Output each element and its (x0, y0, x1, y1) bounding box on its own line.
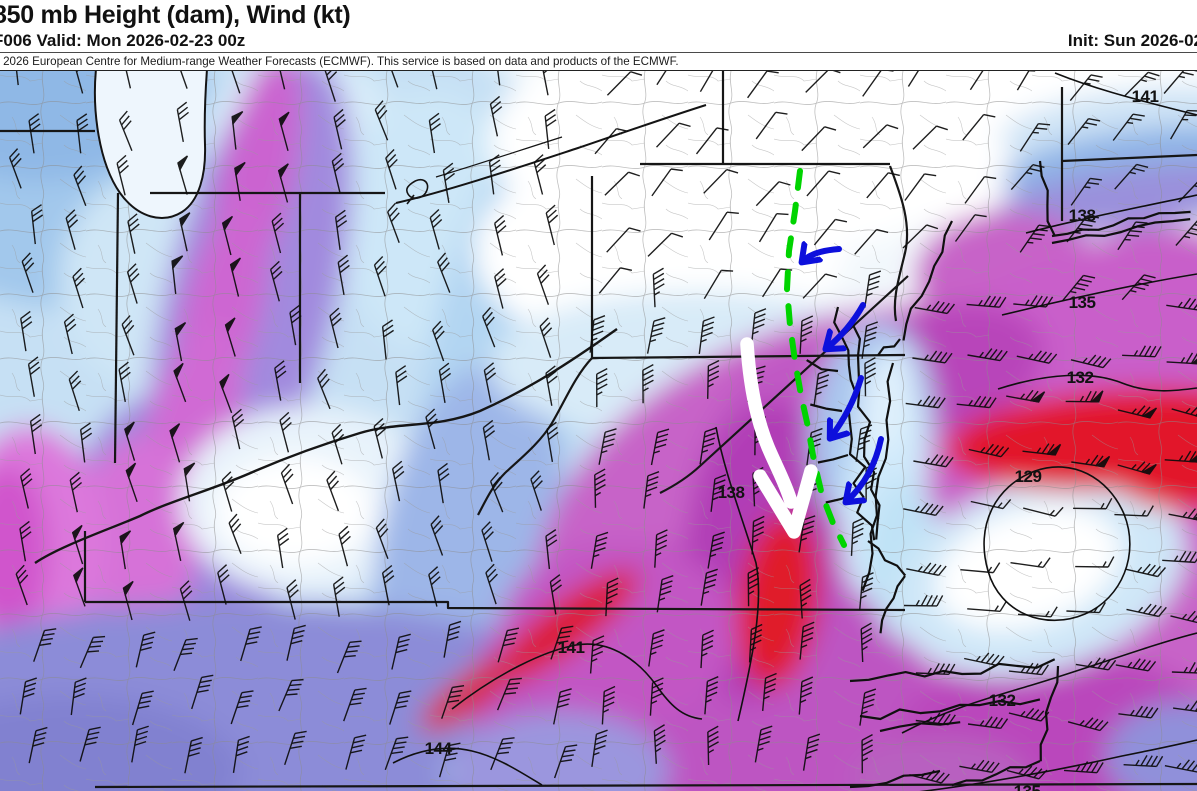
contour-label: 141 (1132, 87, 1159, 106)
highlight-arrow (740, 337, 818, 539)
contour-label: 132 (989, 691, 1016, 710)
contour-label: 135 (1014, 782, 1041, 791)
wind-barbs-layer (8, 71, 1197, 784)
page-title: 850 mb Height (dam), Wind (kt) (0, 1, 351, 29)
init-time-label: Init: Sun 2026-02 (1067, 31, 1197, 50)
copyright-text: ) 2026 European Centre for Medium-range … (0, 55, 679, 68)
wind-flow-arrows (803, 249, 884, 501)
contour-labels: 141 138 135 132 129 138 141 144 132 135 (425, 87, 1159, 791)
contour-label: 138 (1069, 206, 1096, 225)
county-boundaries (0, 71, 1197, 791)
contour-label: 129 (1015, 467, 1042, 486)
map-header: 850 mb Height (dam), Wind (kt) F006 Vali… (0, 0, 1197, 70)
header-divider (0, 52, 1197, 53)
state-borders (0, 71, 1197, 789)
contour-label: 138 (718, 483, 745, 502)
contour-label: 144 (425, 739, 453, 758)
valid-time-label: F006 Valid: Mon 2026-02-23 00z (0, 31, 246, 50)
contour-label: 135 (1069, 293, 1096, 312)
contour-label: 141 (558, 638, 585, 657)
forecast-map-canvas: 141 138 135 132 129 138 141 144 132 135 (0, 70, 1197, 791)
contour-label: 132 (1067, 368, 1094, 387)
cold-front-annotation (783, 168, 847, 548)
